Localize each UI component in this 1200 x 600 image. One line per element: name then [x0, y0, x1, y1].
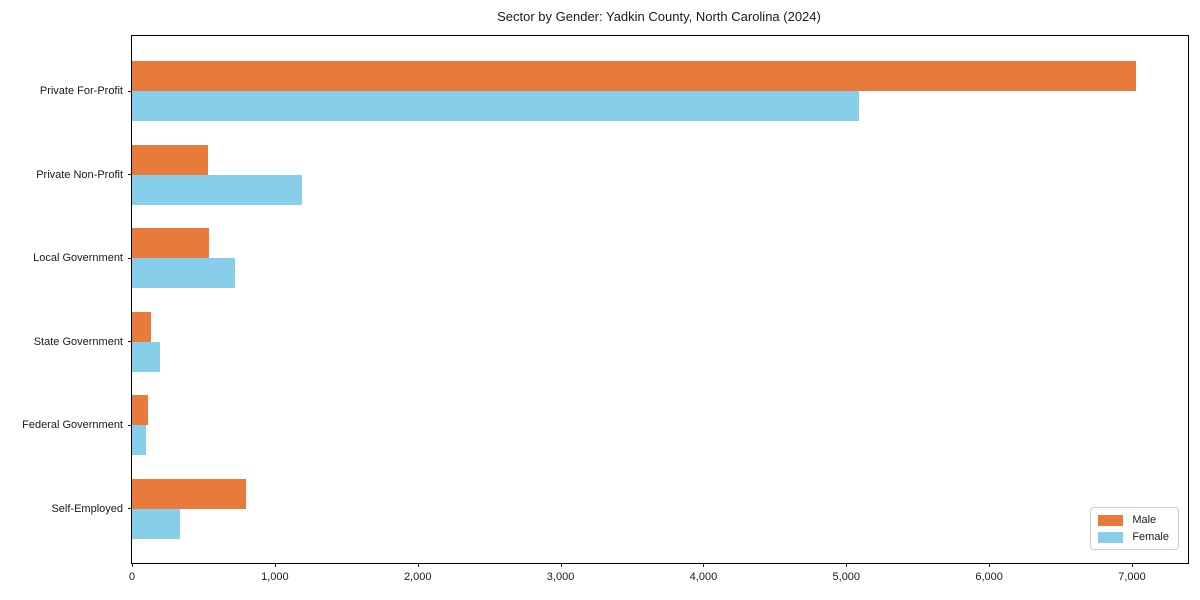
bar-female-0: [132, 91, 860, 121]
bar-male-0: [132, 61, 1137, 91]
xtick-mark: [846, 563, 848, 567]
bar-male-2: [132, 228, 210, 258]
legend-item-male: Male: [1098, 514, 1169, 526]
bar-male-3: [132, 311, 151, 342]
xtick-label: 2,000: [403, 571, 432, 583]
ytick-label: Local Government: [33, 252, 123, 264]
bar-female-3: [132, 341, 160, 372]
xtick-label: 6,000: [975, 571, 1003, 583]
xtick-mark: [560, 563, 562, 567]
legend-swatch-male: [1098, 514, 1124, 526]
xtick-label: 4,000: [689, 571, 718, 583]
ytick-mark: [128, 341, 132, 342]
plot-area: Private For-Profit Private Non-Profit Loca…: [22, 35, 1189, 583]
ytick-mark: [128, 508, 132, 509]
bar-female-2: [132, 258, 235, 288]
legend: Male Female: [1090, 507, 1179, 550]
xtick-mark: [132, 563, 133, 567]
xtick-label: 7,000: [1118, 571, 1146, 583]
legend-item-female: Female: [1098, 531, 1169, 543]
bar-female-1: [132, 174, 302, 205]
bar-male-5: [132, 478, 246, 509]
ytick-label: Federal Government: [22, 419, 123, 431]
ytick-label: Self-Employed: [51, 502, 123, 515]
xtick-mark: [274, 563, 276, 567]
ytick-mark: [128, 257, 132, 259]
xtick-label: 0: [128, 571, 136, 583]
ytick-label: State Government: [33, 335, 123, 348]
xtick-label: 3,000: [546, 571, 575, 583]
bar-female-5: [132, 508, 180, 539]
xtick-label: 5,000: [832, 571, 861, 583]
xtick-mark: [989, 563, 991, 567]
ytick-label: Private For-Profit: [39, 85, 123, 97]
xtick-mark: [1132, 563, 1133, 567]
chart-title: Sector by Gender: Yadkin County, North C…: [497, 9, 821, 24]
bar-male-1: [132, 144, 208, 175]
bar-female-4: [132, 425, 146, 455]
ytick-mark: [128, 424, 132, 426]
xtick-label: 1,000: [261, 571, 289, 583]
bar-male-4: [132, 395, 148, 425]
legend-label: Male: [1132, 514, 1157, 526]
ytick-label: Private Non-Profit: [36, 168, 123, 181]
xtick-mark: [417, 563, 419, 567]
ytick-mark: [128, 90, 132, 92]
ytick-mark: [128, 174, 132, 175]
legend-swatch-female: [1098, 531, 1124, 543]
legend-label: Female: [1132, 531, 1169, 543]
xtick-mark: [703, 563, 705, 567]
